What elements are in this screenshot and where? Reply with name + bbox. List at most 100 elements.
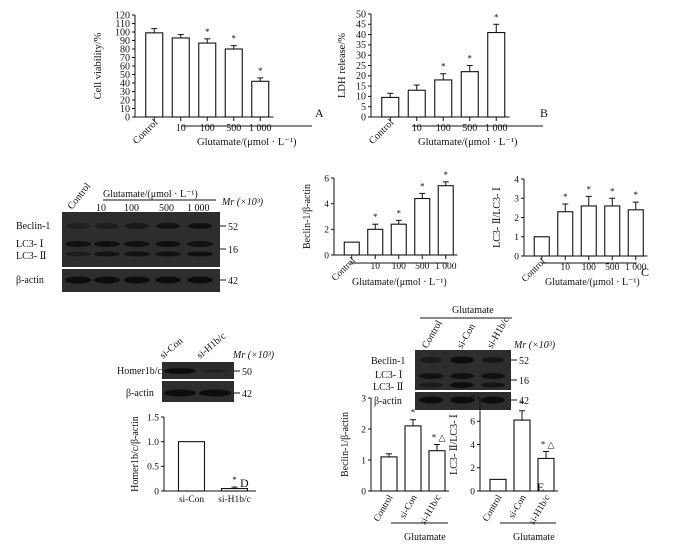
bar bbox=[380, 456, 398, 492]
bar bbox=[404, 425, 422, 492]
blot-band bbox=[156, 223, 180, 229]
western-blot-d: si-Con si-H1b/c Mr (×10³) Homer1b/c β-ac… bbox=[117, 330, 275, 402]
y-tick-label: 40 bbox=[356, 30, 366, 41]
y-tick-label: 15 bbox=[356, 81, 366, 92]
blot-band bbox=[450, 373, 474, 379]
blot-e-mr-42: 42 bbox=[519, 396, 529, 407]
y-tick-label: 50 bbox=[120, 70, 130, 81]
y-axis-label: LC3- Ⅱ/LC3- Ⅰ bbox=[492, 187, 503, 248]
bar bbox=[513, 419, 531, 492]
blot-band bbox=[199, 389, 231, 397]
significance-marker: * bbox=[397, 208, 402, 218]
y-tick-label: 100 bbox=[115, 27, 130, 38]
significance-marker: * bbox=[232, 34, 237, 44]
x-tick-label: 10 bbox=[412, 123, 422, 134]
blot-e-gap bbox=[415, 390, 511, 392]
blot-band bbox=[187, 251, 213, 257]
blot-band bbox=[155, 241, 181, 247]
blot-e-row-beclin: Beclin-1 bbox=[371, 356, 405, 367]
y-tick-label: 0 bbox=[154, 487, 159, 497]
western-blot-e: Glutamate Control si-Con si-H1b/c Mr (×1… bbox=[371, 305, 556, 410]
bar bbox=[171, 37, 190, 118]
blot-c-lane-10: 10 bbox=[96, 203, 106, 214]
blot-band bbox=[65, 241, 91, 247]
y-tick-label: 5 bbox=[361, 102, 366, 113]
y-tick-label: 4 bbox=[470, 441, 475, 451]
x-tick-label: 1 000 bbox=[249, 123, 272, 134]
blot-c-gap bbox=[62, 267, 220, 269]
blot-c-header: Glutamate/(μmol · L⁻¹) bbox=[103, 189, 198, 200]
blot-band bbox=[95, 223, 119, 229]
y-tick-label: 3 bbox=[361, 394, 366, 404]
bar bbox=[414, 197, 431, 256]
blot-band bbox=[124, 251, 150, 257]
significance-marker: * bbox=[541, 439, 546, 449]
y-tick-label: 35 bbox=[356, 40, 366, 51]
blot-d-row-homer: Homer1b/c bbox=[117, 366, 163, 377]
x-axis-label: Glutamate bbox=[513, 532, 555, 543]
blot-c-mr-52: 52 bbox=[228, 222, 238, 233]
significance-marker: * bbox=[432, 433, 437, 443]
bar bbox=[390, 223, 407, 256]
blot-band bbox=[203, 369, 227, 373]
bar bbox=[487, 31, 506, 118]
significance-marker: * bbox=[634, 190, 639, 200]
bar bbox=[198, 42, 217, 118]
y-axis-label: Beclin-1/β-actin bbox=[340, 412, 351, 477]
y-tick-label: 30 bbox=[120, 87, 130, 98]
blot-band bbox=[65, 276, 91, 284]
blot-d-lane-sicon: si-Con bbox=[158, 336, 186, 362]
blot-c-row-beclin: Beclin-1 bbox=[16, 221, 50, 232]
significance-marker: * bbox=[373, 212, 378, 222]
significance-marker: * bbox=[520, 399, 525, 409]
blot-d-row-actin: β-actin bbox=[126, 388, 154, 399]
y-tick-label: 20 bbox=[356, 71, 366, 82]
x-tick-label: si-Con bbox=[398, 493, 419, 520]
blot-band bbox=[124, 276, 150, 284]
blot-e-row-lc3-ii: LC3- Ⅱ bbox=[373, 382, 404, 393]
blot-band bbox=[94, 241, 120, 247]
panel-label-c: C bbox=[641, 265, 649, 279]
blot-e-lane-control: Control bbox=[420, 318, 445, 350]
blot-e-mr-label: Mr (×10³) bbox=[513, 340, 556, 351]
bar bbox=[580, 205, 597, 257]
x-tick-label: si-H1b/c bbox=[528, 494, 553, 527]
x-tick-label: si-H1b/c bbox=[419, 494, 444, 527]
y-tick-label: 8 bbox=[470, 394, 475, 404]
significance-marker: * bbox=[411, 408, 416, 418]
bar bbox=[533, 236, 550, 257]
significance-marker: * bbox=[444, 170, 449, 180]
y-tick-label: 1.5 bbox=[147, 413, 159, 423]
blot-e-lane-sih1bc: si-H1b/c bbox=[485, 315, 512, 351]
y-tick-label: 2 bbox=[470, 464, 475, 474]
y-tick-label: 20 bbox=[120, 95, 130, 106]
blot-c-mr-label: Mr (×10³) bbox=[221, 197, 264, 208]
x-tick-label: si-Con bbox=[179, 495, 205, 505]
y-tick-label: 1 bbox=[514, 233, 519, 243]
blot-band bbox=[188, 223, 212, 229]
significance-marker: * bbox=[258, 66, 263, 76]
y-tick-label: 10 bbox=[120, 104, 130, 115]
x-tick-label: 500 bbox=[226, 123, 241, 134]
blot-c-mr-16: 16 bbox=[228, 245, 238, 256]
blot-c-lane-500: 500 bbox=[159, 203, 174, 214]
bar bbox=[343, 241, 360, 256]
blot-band bbox=[66, 223, 90, 229]
y-tick-label: 6 bbox=[470, 418, 475, 428]
y-tick-label: 110 bbox=[115, 19, 130, 30]
bar bbox=[437, 185, 454, 256]
blot-c-lane-control: Control bbox=[66, 181, 94, 212]
blot-c-mr-42: 42 bbox=[228, 276, 238, 287]
western-blot-c: Glutamate/(μmol · L⁻¹) Control 10 100 50… bbox=[16, 181, 264, 292]
significance-marker: * bbox=[494, 12, 499, 22]
blot-c-lane-100: 100 bbox=[124, 203, 139, 214]
y-tick-label: 4 bbox=[514, 175, 519, 185]
blot-band bbox=[450, 396, 474, 404]
blot-d-lane-sih1bc: si-H1b/c bbox=[195, 330, 229, 361]
blot-band bbox=[125, 223, 149, 229]
x-tick-label: 100 bbox=[436, 123, 451, 134]
chart-c1: 0246Beclin-1/β-actinControl*10*100*500*1… bbox=[302, 170, 458, 288]
y-tick-label: 3 bbox=[514, 195, 519, 205]
x-tick-label: si-H1b/c bbox=[218, 495, 251, 505]
y-tick-label: 1.0 bbox=[147, 438, 159, 448]
